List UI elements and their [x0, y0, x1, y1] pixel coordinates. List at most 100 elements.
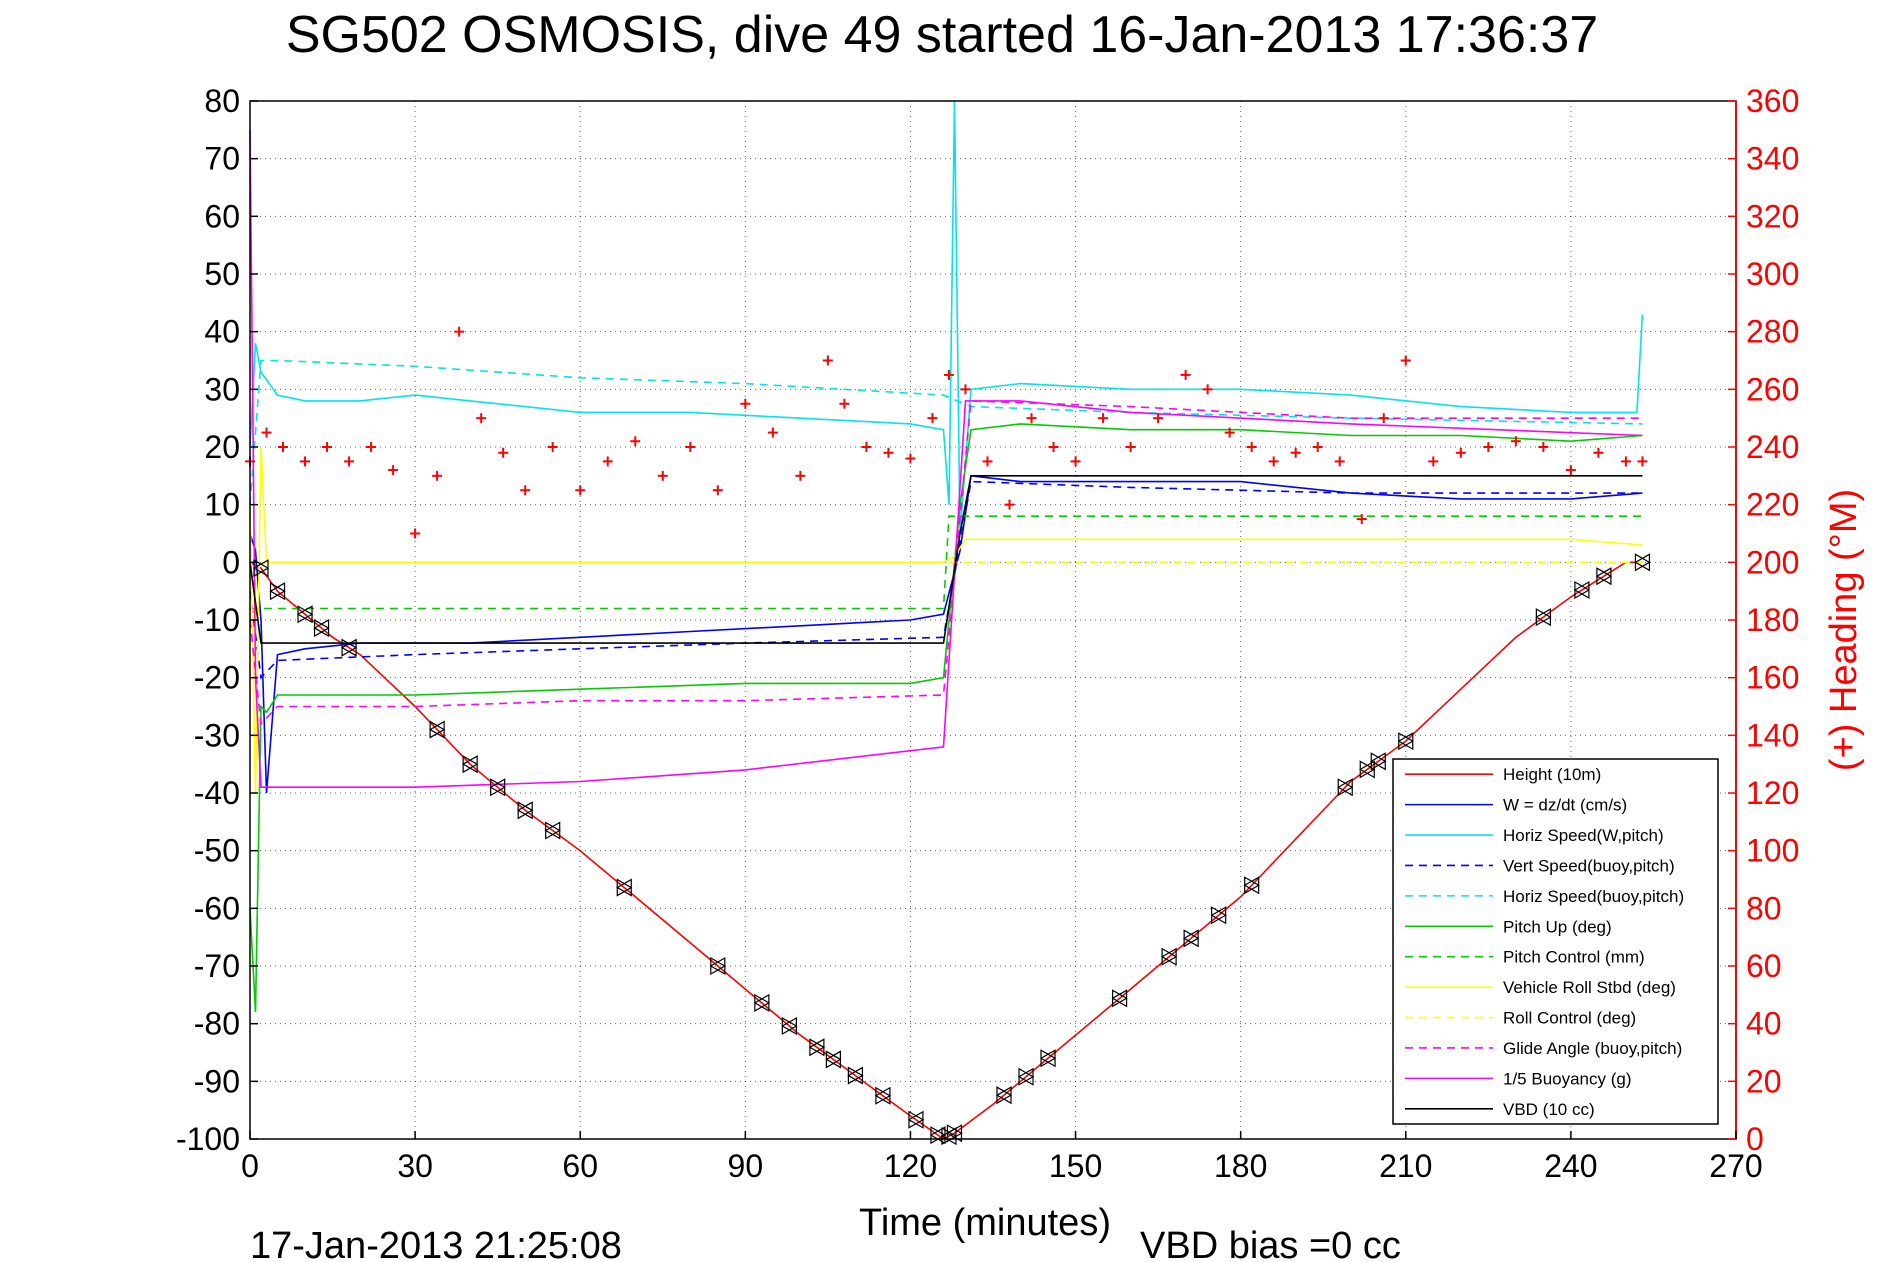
y2-tick-label: 100 — [1746, 833, 1799, 869]
y2-tick-label: 320 — [1746, 198, 1799, 234]
heading-marker — [300, 456, 311, 467]
heading-marker — [1026, 413, 1037, 424]
height-marker — [428, 720, 446, 739]
series-line — [249, 129, 1643, 789]
height-marker — [808, 1038, 826, 1057]
height-marker-left — [1397, 732, 1414, 751]
height-marker-left — [252, 559, 269, 578]
height-marker — [269, 582, 286, 601]
series-line — [249, 561, 1643, 1140]
height-marker-left — [544, 821, 561, 840]
heading-marker — [1125, 442, 1136, 452]
footer-vbd-bias: VBD bias =0 cc — [1140, 1225, 1401, 1262]
series-line — [249, 359, 1643, 505]
heading-marker — [685, 442, 696, 452]
x-tick-label: 30 — [397, 1148, 433, 1184]
height-marker — [616, 878, 633, 897]
height-marker — [1337, 778, 1354, 797]
heading-marker — [1098, 413, 1109, 424]
y2-tick-label: 0 — [1746, 1121, 1764, 1157]
height-marker — [1210, 906, 1227, 925]
y2-tick-label: 300 — [1746, 256, 1799, 292]
y-tick-label: 40 — [204, 314, 240, 350]
height-marker — [1370, 752, 1387, 771]
legend-item: Horiz Speed(buoy,pitch) — [1405, 887, 1684, 906]
heading-marker — [905, 453, 916, 464]
heading-marker — [278, 442, 289, 452]
heading-marker — [1153, 413, 1164, 424]
height-marker — [1397, 732, 1414, 751]
height-marker — [825, 1050, 842, 1069]
y-tick-label: -80 — [194, 1006, 240, 1042]
plot-area — [245, 100, 1651, 1146]
x-tick-label: 90 — [728, 1148, 764, 1184]
legend-item: Roll Control (deg) — [1405, 1009, 1636, 1028]
y2-tick-label: 120 — [1746, 775, 1799, 811]
heading-marker — [344, 456, 355, 467]
height-marker-left — [753, 993, 770, 1012]
axes — [249, 100, 1737, 1140]
heading-marker — [1004, 499, 1015, 510]
height-marker — [461, 755, 479, 774]
heading-marker — [740, 398, 751, 409]
height-marker — [516, 801, 534, 820]
y-tick-label: -70 — [194, 948, 240, 984]
heading-marker — [322, 442, 333, 452]
x-tick-label: 180 — [1214, 1148, 1267, 1184]
heading-marker — [1455, 447, 1466, 458]
heading-marker — [1290, 447, 1301, 458]
legend-item: VBD (10 cc) — [1405, 1100, 1595, 1119]
heading-marker — [1224, 427, 1235, 438]
y-tick-label: -10 — [194, 602, 240, 638]
height-marker-left — [1634, 553, 1651, 572]
chart-title: SG502 OSMOSIS, dive 49 started 16-Jan-20… — [286, 6, 1598, 64]
y-tick-label: 70 — [204, 141, 240, 177]
height-marker-left — [1160, 947, 1177, 966]
y-tick-label: 30 — [204, 371, 240, 407]
height-marker — [1595, 567, 1613, 586]
height-marker-left — [489, 778, 506, 797]
heading-marker — [767, 427, 778, 438]
y2-tick-label: 240 — [1746, 429, 1799, 465]
legend-item: W = dz/dt (cm/s) — [1405, 796, 1627, 815]
heading-marker — [575, 485, 586, 496]
legend-label: Roll Control (deg) — [1503, 1009, 1636, 1028]
heading-marker — [943, 369, 954, 380]
height-marker-left — [616, 878, 632, 897]
y2-tick-label: 220 — [1746, 487, 1799, 523]
heading-marker — [1048, 442, 1059, 452]
y2-tick-label: 160 — [1746, 660, 1799, 696]
height-marker — [296, 605, 314, 624]
height-marker — [874, 1086, 892, 1105]
height-marker-left — [808, 1038, 825, 1057]
legend-label: Vehicle Roll Stbd (deg) — [1503, 978, 1676, 997]
height-marker — [1359, 760, 1376, 779]
heading-marker — [657, 470, 668, 481]
heading-marker — [1637, 456, 1648, 467]
heading-marker — [1428, 456, 1439, 467]
footer-timestamp: 17-Jan-2013 21:25:08 — [250, 1225, 622, 1262]
height-marker-left — [1182, 929, 1199, 948]
y-tick-label: 0 — [222, 544, 240, 580]
y-tick-label: 20 — [204, 429, 240, 465]
y2-tick-label: 200 — [1746, 544, 1799, 580]
x-tick-labels: 0 30 60 90 120 150 180 210 240 270 — [241, 1148, 1763, 1184]
series-line — [250, 515, 1643, 610]
height-marker — [252, 559, 270, 578]
height-marker — [753, 993, 771, 1012]
heading-marker — [1312, 442, 1323, 452]
legend-item: Vert Speed(buoy,pitch) — [1405, 856, 1675, 875]
y2-tick-labels: 3603403203002802602402202001801601401201… — [1746, 83, 1799, 1157]
height-marker — [1573, 580, 1591, 600]
height-marker-left — [1210, 906, 1227, 925]
heading-marker — [1593, 447, 1604, 458]
height-marker-left — [1595, 567, 1612, 586]
y2-tick-label: 80 — [1746, 890, 1782, 926]
y-tick-label: 80 — [204, 83, 240, 119]
heading-marker — [454, 326, 465, 337]
legend-box — [1392, 758, 1719, 1125]
y-tick-label: -20 — [194, 660, 240, 696]
heading-marker — [366, 442, 377, 452]
heading-marker — [498, 447, 509, 458]
x-tick-label: 240 — [1544, 1148, 1597, 1184]
